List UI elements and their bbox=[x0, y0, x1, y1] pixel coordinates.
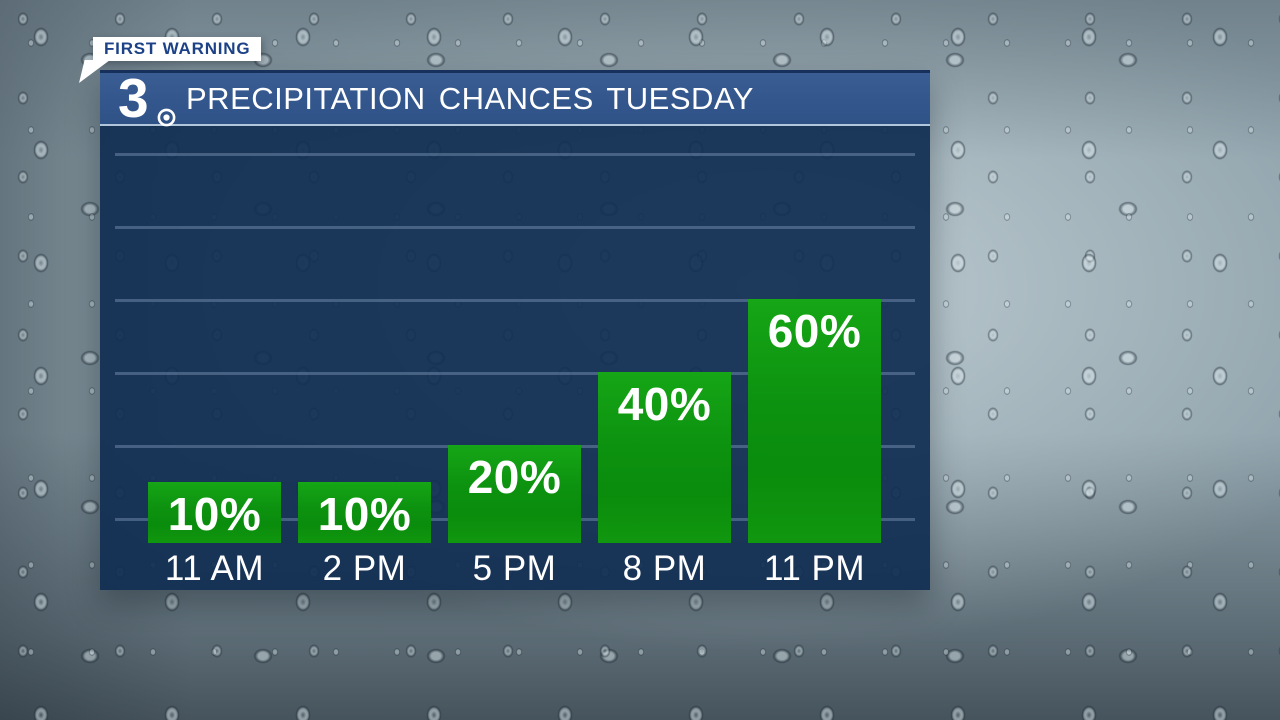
time-label-8pm: 8 PM bbox=[622, 549, 707, 588]
time-label-11pm: 11 PM bbox=[763, 549, 866, 588]
chart-header: 3 PRECIPITATION CHANCES TUESDAY bbox=[100, 70, 930, 126]
time-label-5pm: 5 PM bbox=[472, 549, 557, 588]
first-warning-badge-label: FIRST WARNING bbox=[104, 39, 251, 58]
bar-value-label: 20% bbox=[467, 451, 562, 503]
time-label-11am: 11 AM bbox=[164, 549, 265, 588]
bar-value-label: 60% bbox=[767, 305, 862, 357]
precipitation-chart-panel: 3 PRECIPITATION CHANCES TUESDAY 10% 11 AM… bbox=[100, 70, 930, 590]
time-label-2pm: 2 PM bbox=[322, 549, 407, 588]
bar-11pm: 60% bbox=[748, 299, 881, 543]
first-warning-badge: FIRST WARNING bbox=[79, 37, 262, 83]
bar-value-label: 40% bbox=[617, 378, 712, 430]
station-logo-number: 3 bbox=[118, 66, 149, 129]
bar-8pm: 40% bbox=[598, 372, 731, 543]
station-logo: 3 bbox=[118, 70, 176, 126]
gridline-80pct bbox=[115, 226, 915, 229]
bar-value-label: 10% bbox=[167, 487, 262, 540]
bar-11am: 10% bbox=[148, 481, 281, 543]
cbs-eye-icon bbox=[157, 108, 176, 126]
gridline-40pct bbox=[115, 372, 915, 375]
plot-area: 10% 11 AM 10% 2 PM 20% 5 PM 40% 8 PM 60% 11 PM bbox=[100, 126, 930, 590]
gridline-100pct bbox=[115, 153, 915, 156]
bar-5pm: 20% bbox=[448, 445, 581, 543]
chart-title: PRECIPITATION CHANCES TUESDAY bbox=[186, 80, 754, 116]
gridline-60pct bbox=[115, 299, 915, 302]
bar-value-label: 10% bbox=[317, 487, 412, 540]
bar-2pm: 10% bbox=[298, 481, 431, 543]
